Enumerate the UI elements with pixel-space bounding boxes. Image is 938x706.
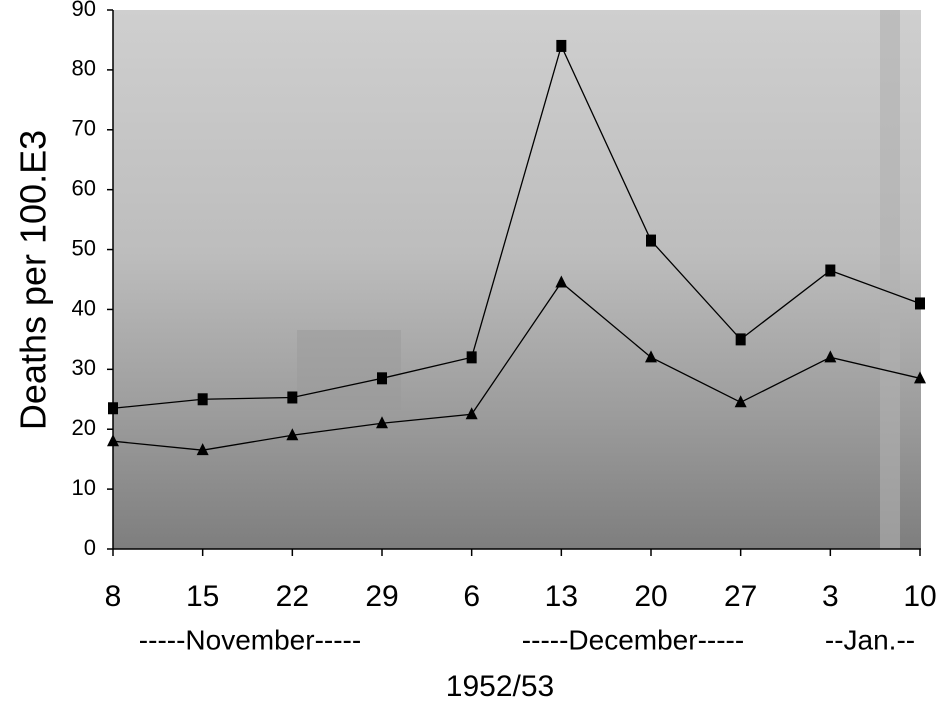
x-tick-label: 27 [724, 580, 757, 613]
month-label: --Jan.-- [825, 624, 915, 655]
marker [376, 416, 388, 429]
y-tick-label: 10 [72, 475, 96, 500]
y-tick-label: 90 [72, 0, 96, 21]
x-tick-label: 29 [365, 580, 398, 613]
marker [286, 428, 299, 441]
marker [197, 393, 208, 406]
series-line [112, 44, 921, 409]
marker [556, 39, 567, 52]
x-tick-label: 22 [276, 580, 309, 613]
marker [108, 402, 118, 415]
x-axis-label: 1952/53 [446, 670, 554, 703]
x-tick-label: 3 [822, 580, 839, 613]
x-tick-label: 10 [903, 580, 936, 613]
y-axis-label: Deaths per 100.E3 [13, 130, 54, 430]
marker [465, 407, 478, 420]
y-tick-label: 60 [72, 175, 96, 200]
month-label: -----December----- [522, 624, 744, 655]
marker [735, 333, 746, 346]
y-tick-label: 20 [72, 415, 96, 440]
plot-background [113, 10, 921, 549]
marker [646, 234, 656, 247]
y-tick-label: 30 [72, 355, 96, 380]
series-line [112, 281, 921, 451]
x-tick-label: 20 [634, 580, 667, 613]
marker [196, 443, 209, 456]
x-tick-label: 8 [105, 580, 122, 613]
marker [645, 350, 657, 363]
marker [824, 350, 837, 363]
marker [734, 395, 747, 408]
marker [377, 372, 387, 385]
x-tick-label: 15 [186, 580, 219, 613]
marker [287, 391, 298, 404]
marker [825, 264, 836, 277]
y-tick-label: 0 [84, 535, 96, 560]
background-car [297, 330, 401, 410]
marker [555, 275, 568, 288]
marker [915, 297, 925, 310]
x-tick-label: 6 [463, 580, 480, 613]
y-tick-label: 40 [72, 295, 96, 320]
marker [914, 371, 926, 384]
background-pillar [880, 10, 900, 549]
y-tick-label: 70 [72, 116, 96, 141]
y-tick-label: 50 [72, 235, 96, 260]
x-tick-label: 13 [545, 580, 578, 613]
marker [466, 351, 477, 364]
y-tick-label: 80 [72, 56, 96, 81]
month-label: -----November----- [139, 624, 361, 655]
marker [107, 434, 119, 447]
